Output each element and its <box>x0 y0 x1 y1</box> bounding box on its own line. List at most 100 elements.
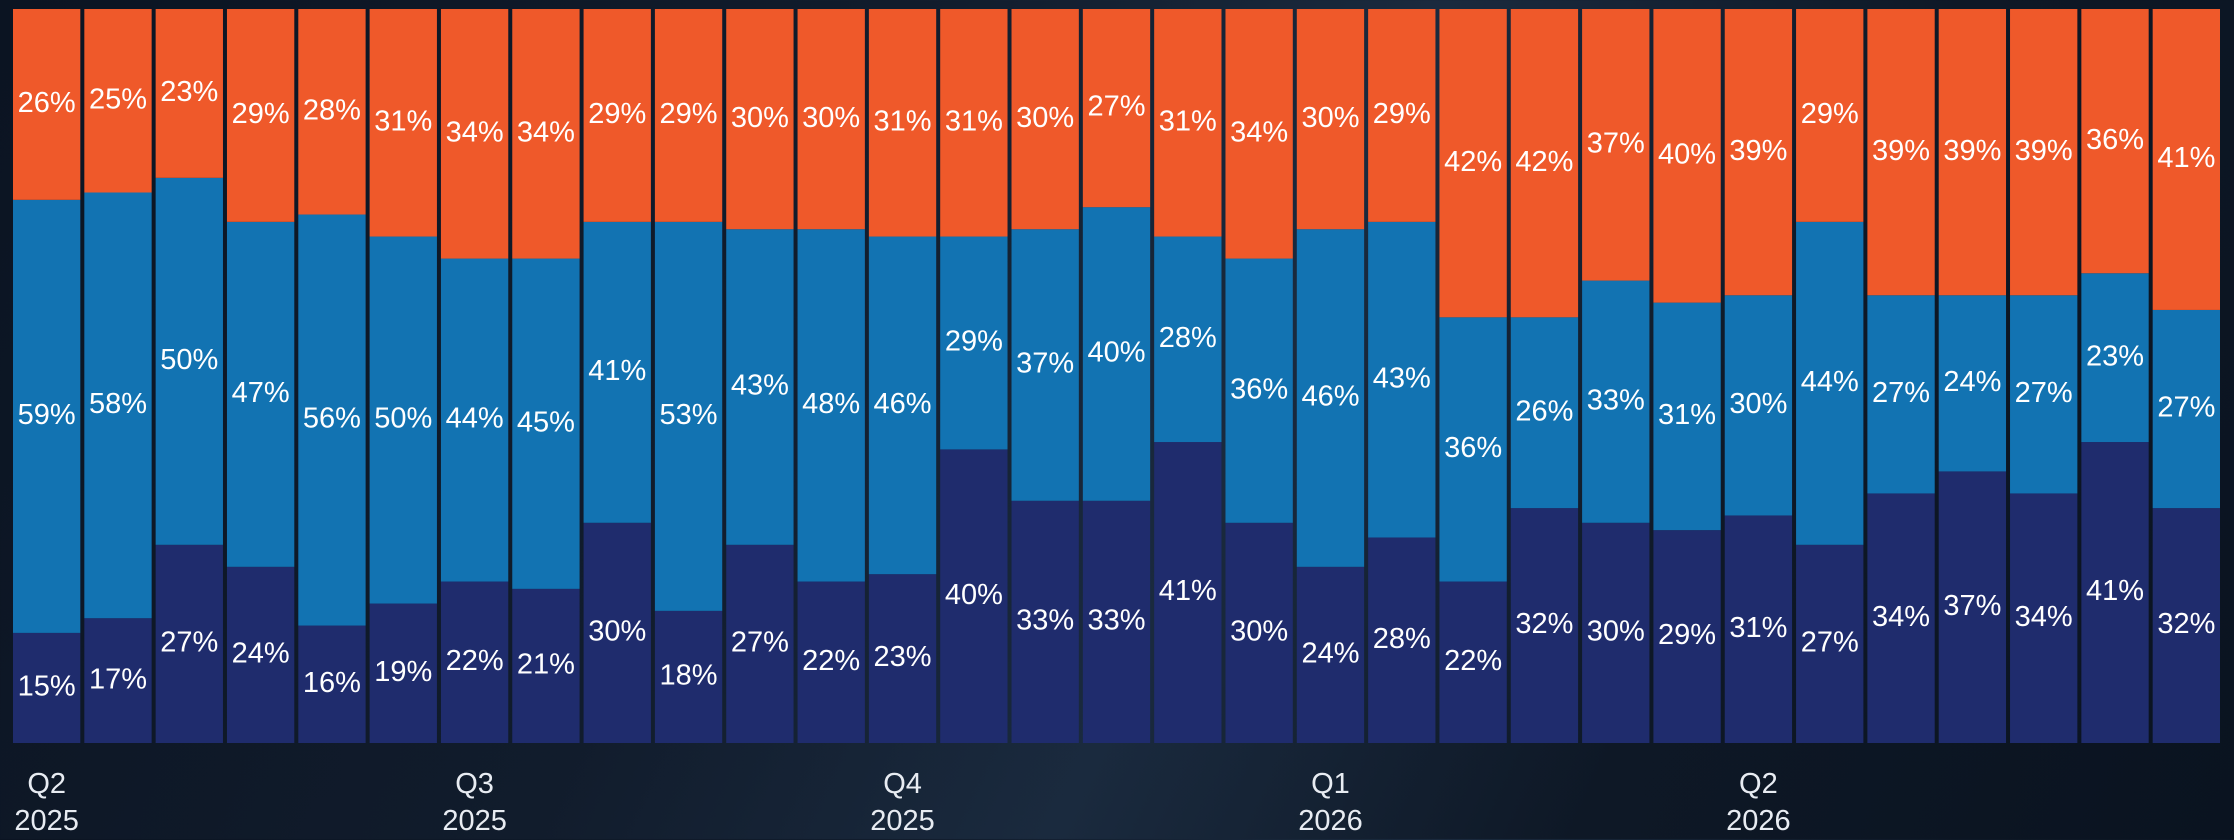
value-label: 42% <box>1444 146 1502 178</box>
bar-segment <box>1154 442 1222 743</box>
bar-segment <box>512 258 580 589</box>
x-tick-label: Q2 2026 <box>1726 768 1791 837</box>
value-label: 44% <box>446 403 504 435</box>
bar-segment <box>1938 295 2007 472</box>
value-label: 41% <box>2086 575 2144 607</box>
value-label: 41% <box>1159 575 1217 607</box>
bar-segment <box>654 610 723 743</box>
bar-segment <box>1653 9 1721 303</box>
bar-segment <box>84 192 152 619</box>
bar-segment <box>868 9 937 237</box>
value-label: 34% <box>517 116 575 148</box>
value-label: 53% <box>660 399 718 431</box>
bar-segment <box>583 9 651 222</box>
value-label: 28% <box>1373 623 1431 655</box>
value-label: 30% <box>1729 388 1787 420</box>
value-label: 29% <box>1373 98 1431 130</box>
value-label: 42% <box>1515 146 1573 178</box>
value-label: 41% <box>2157 142 2215 174</box>
bar-segment <box>1082 9 1151 208</box>
bar-segment <box>1724 295 1793 516</box>
bar-segment <box>940 9 1008 237</box>
value-label: 56% <box>303 403 361 435</box>
bar-segment <box>1867 9 1935 296</box>
value-label: 48% <box>802 388 860 420</box>
value-label: 30% <box>731 102 789 134</box>
bar-segment <box>1296 566 1365 743</box>
bar-segment <box>1653 302 1721 531</box>
bar-segment <box>1082 500 1151 743</box>
value-label: 25% <box>89 83 147 115</box>
value-label: 17% <box>89 663 147 695</box>
x-tick-label: Q3 2025 <box>442 768 507 837</box>
bar-segment <box>298 214 366 626</box>
value-label: 31% <box>1658 399 1716 431</box>
bar-segment <box>1225 258 1293 523</box>
value-label: 27% <box>731 627 789 659</box>
bar-segment <box>1439 581 1507 743</box>
value-label: 36% <box>1230 373 1288 405</box>
value-label: 28% <box>1159 322 1217 354</box>
value-label: 29% <box>660 98 718 130</box>
value-label: 31% <box>874 105 932 137</box>
bar-segment <box>797 9 865 230</box>
value-label: 21% <box>517 649 575 681</box>
bar-segment <box>1225 522 1293 743</box>
bar-segment <box>1296 9 1365 230</box>
value-label: 29% <box>1658 619 1716 651</box>
bar-segment <box>1368 221 1436 538</box>
value-label: 29% <box>1801 98 1859 130</box>
value-label: 36% <box>1444 432 1502 464</box>
value-label: 33% <box>1587 384 1645 416</box>
value-label: 40% <box>1087 337 1145 369</box>
bar-segment <box>868 236 937 575</box>
value-label: 15% <box>18 671 76 703</box>
value-label: 36% <box>2086 124 2144 156</box>
bar-segment <box>940 449 1008 743</box>
bar-segment <box>155 544 223 743</box>
bar-segment <box>726 229 794 545</box>
value-label: 40% <box>945 579 1003 611</box>
value-label: 30% <box>588 616 646 648</box>
bar-segment <box>1796 221 1864 545</box>
bar-segment <box>2010 295 2078 494</box>
bar-segment <box>84 618 152 743</box>
value-label: 33% <box>1016 605 1074 637</box>
value-label: 30% <box>1587 616 1645 648</box>
bar-segment <box>797 229 865 582</box>
value-label: 39% <box>1943 135 2001 167</box>
bar-segment <box>1938 9 2007 296</box>
value-label: 23% <box>2086 340 2144 372</box>
bar-segment <box>2081 273 2149 443</box>
bar-segment <box>226 9 295 222</box>
bar-segment <box>226 566 295 743</box>
value-label: 32% <box>2157 608 2215 640</box>
bar-segment <box>1154 9 1222 237</box>
value-label: 31% <box>945 105 1003 137</box>
bar-segment <box>369 9 437 237</box>
bar-segment <box>1368 9 1436 222</box>
value-label: 58% <box>89 388 147 420</box>
value-label: 23% <box>874 641 932 673</box>
value-label: 27% <box>160 627 218 659</box>
value-label: 29% <box>588 98 646 130</box>
bar-segment <box>155 177 223 545</box>
bar-segment <box>1510 317 1579 509</box>
bar-segment <box>726 9 794 230</box>
x-tick-label: Q2 2025 <box>14 768 79 837</box>
value-label: 24% <box>1943 366 2001 398</box>
value-label: 32% <box>1515 608 1573 640</box>
bar-segment <box>1867 493 1935 743</box>
x-tick-label: Q4 2025 <box>870 768 935 837</box>
bar-segment <box>1439 9 1507 318</box>
value-label: 39% <box>1729 135 1787 167</box>
value-label: 28% <box>303 94 361 126</box>
bar-segment <box>1653 530 1721 743</box>
bar-segment <box>226 221 295 567</box>
bar-segment <box>2010 493 2078 743</box>
value-label: 50% <box>160 344 218 376</box>
value-label: 27% <box>2157 392 2215 424</box>
value-label: 43% <box>1373 362 1431 394</box>
